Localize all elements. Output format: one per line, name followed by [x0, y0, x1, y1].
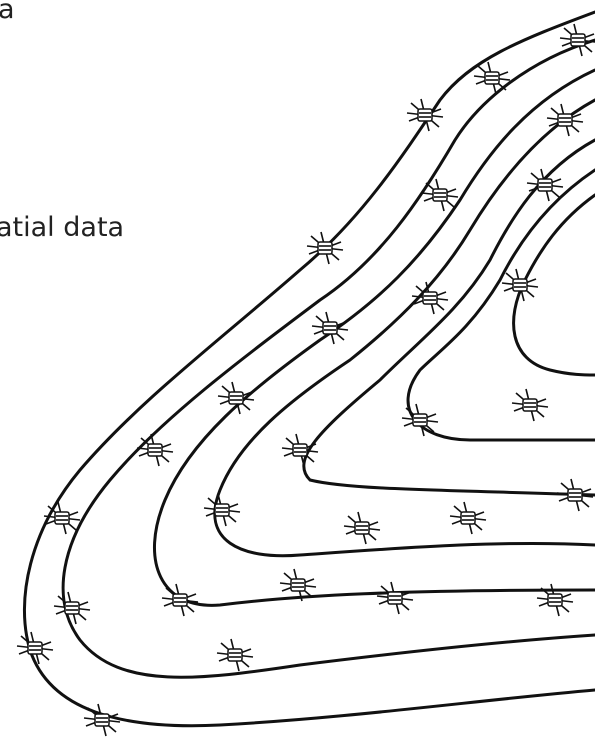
caption-fragment: a — [0, 0, 15, 25]
caption-fragment: atial data — [0, 212, 125, 243]
